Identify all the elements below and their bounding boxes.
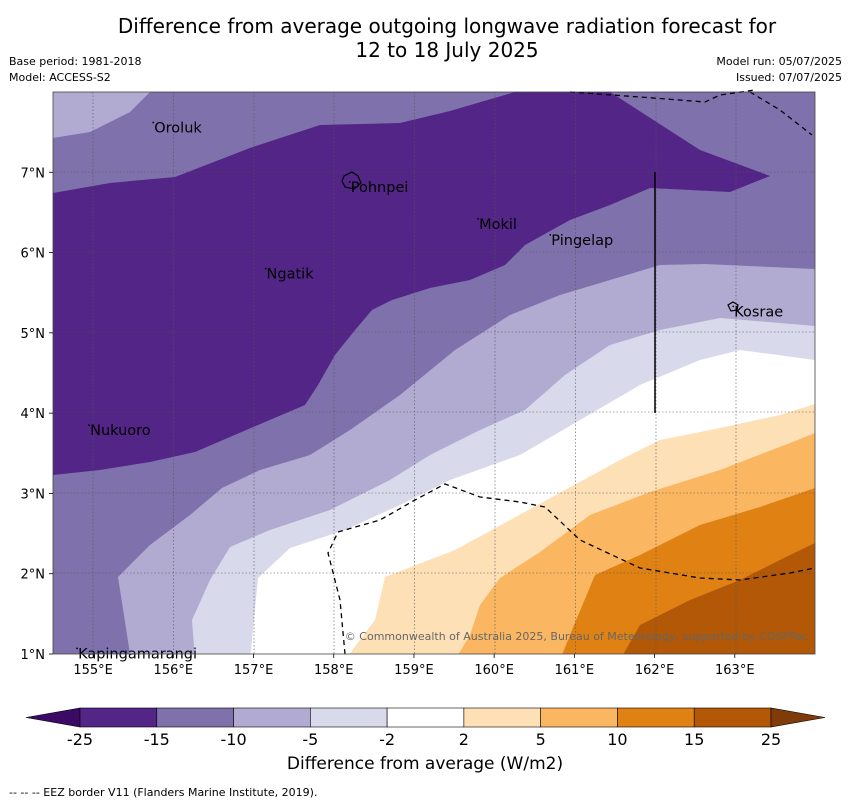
island-label: Mokil: [479, 217, 517, 233]
island-marker: [549, 234, 552, 236]
island-marker: [477, 217, 480, 220]
island-marker: [264, 267, 267, 270]
island-marker: [152, 121, 155, 124]
colorbar-swatch: [233, 707, 311, 728]
eez-footnote: -- -- -- EEZ border V11 (Flanders Marine…: [9, 786, 318, 799]
island-label: Pohnpei: [351, 180, 409, 196]
lat-tick-label: 1°N: [21, 648, 46, 663]
colorbar-swatch: [156, 707, 234, 728]
colorbar-level: -15: [144, 730, 170, 749]
island-outlines: [341, 171, 739, 312]
colorbar-tick-labels: -25 -15 -10 -5 -2 2 5 10 15 25: [67, 730, 781, 749]
map-frame: [52, 91, 816, 655]
lon-tick-label: 157°E: [234, 663, 274, 678]
lat-tick-label: 2°N: [21, 568, 46, 583]
pohnpei-outline: [341, 171, 362, 190]
lat-tick-label: 6°N: [21, 247, 46, 262]
colorbar-swatch: [617, 707, 695, 728]
colorbar-level: 25: [761, 730, 781, 749]
issued-date: Issued: 07/07/2025: [735, 71, 842, 84]
model-run-date: Model run: 05/07/2025: [716, 55, 842, 68]
island-marker: [348, 181, 351, 183]
colorbar-swatch: [79, 707, 158, 728]
colorbar-level: -10: [220, 730, 246, 749]
island-label: Pingelap: [551, 233, 613, 249]
kosrae-outline: [727, 301, 739, 312]
island-label: Nukuoro: [90, 423, 151, 439]
lat-tick-label: 7°N: [21, 166, 46, 181]
lat-tick-label: 5°N: [21, 327, 46, 342]
band-15-25: [623, 543, 815, 654]
colorbar-level: -5: [302, 730, 318, 749]
model-info: Base period: 1981-2018 Model: ACCESS-S2: [9, 54, 141, 86]
colorbar-level: 10: [607, 730, 627, 749]
lon-tick-label: 159°E: [394, 663, 434, 678]
colorbar-level: 5: [536, 730, 546, 749]
longitude-ticks: 155°E 156°E 157°E 158°E 159°E 160°E 161°E 162°E…: [73, 654, 755, 678]
map-title: Difference from average outgoing longwav…: [0, 14, 850, 62]
model-name: Model: ACCESS-S2: [9, 71, 111, 84]
colorbar-level: 2: [459, 730, 469, 749]
colorbar-swatch: [386, 707, 465, 728]
island-label: Ngatik: [267, 267, 315, 283]
lon-tick-label: 160°E: [474, 663, 514, 678]
contour-field: [53, 92, 815, 654]
colorbar-extend-low: [25, 707, 81, 728]
island-label: Oroluk: [154, 121, 202, 137]
colorbar-swatch: [693, 707, 772, 728]
colorbar: [25, 707, 826, 728]
lat-tick-label: 4°N: [21, 407, 46, 422]
colorbar-extend-high: [770, 707, 826, 728]
island-marker: [76, 647, 78, 650]
lon-tick-label: 158°E: [314, 663, 354, 678]
graticule: [53, 92, 815, 654]
run-info: Model run: 05/07/2025 Issued: 07/07/2025: [716, 54, 842, 86]
eez-border: [327, 89, 816, 655]
lon-tick-label: 155°E: [73, 663, 113, 678]
colorbar-swatch: [310, 707, 388, 728]
copyright-notice: © Commonwealth of Australia 2025, Bureau…: [345, 630, 808, 643]
title-line-2: 12 to 18 July 2025: [355, 38, 539, 62]
island-marker: [88, 424, 90, 427]
latitude-ticks: 7°N 6°N 5°N 4°N 3°N 2°N 1°N: [21, 166, 53, 663]
colorbar-swatch: [463, 707, 541, 728]
island-label: Kosrae: [734, 304, 783, 320]
colorbar-level: -2: [379, 730, 395, 749]
lon-tick-label: 162°E: [635, 663, 675, 678]
colorbar-level: 15: [684, 730, 704, 749]
colorbar-label: Difference from average (W/m2): [286, 754, 564, 774]
colorbar-swatch: [540, 707, 618, 728]
band-10-5-north: [53, 92, 150, 138]
colorbar-level: -25: [67, 730, 93, 749]
lon-tick-label: 156°E: [154, 663, 194, 678]
lat-tick-label: 3°N: [21, 487, 46, 502]
lon-tick-label: 161°E: [555, 663, 595, 678]
base-period: Base period: 1981-2018: [9, 55, 142, 68]
lon-tick-label: 163°E: [715, 663, 755, 678]
island-marker: [732, 305, 735, 308]
title-line-1: Difference from average outgoing longwav…: [117, 14, 777, 38]
band-25-15: [53, 92, 770, 475]
